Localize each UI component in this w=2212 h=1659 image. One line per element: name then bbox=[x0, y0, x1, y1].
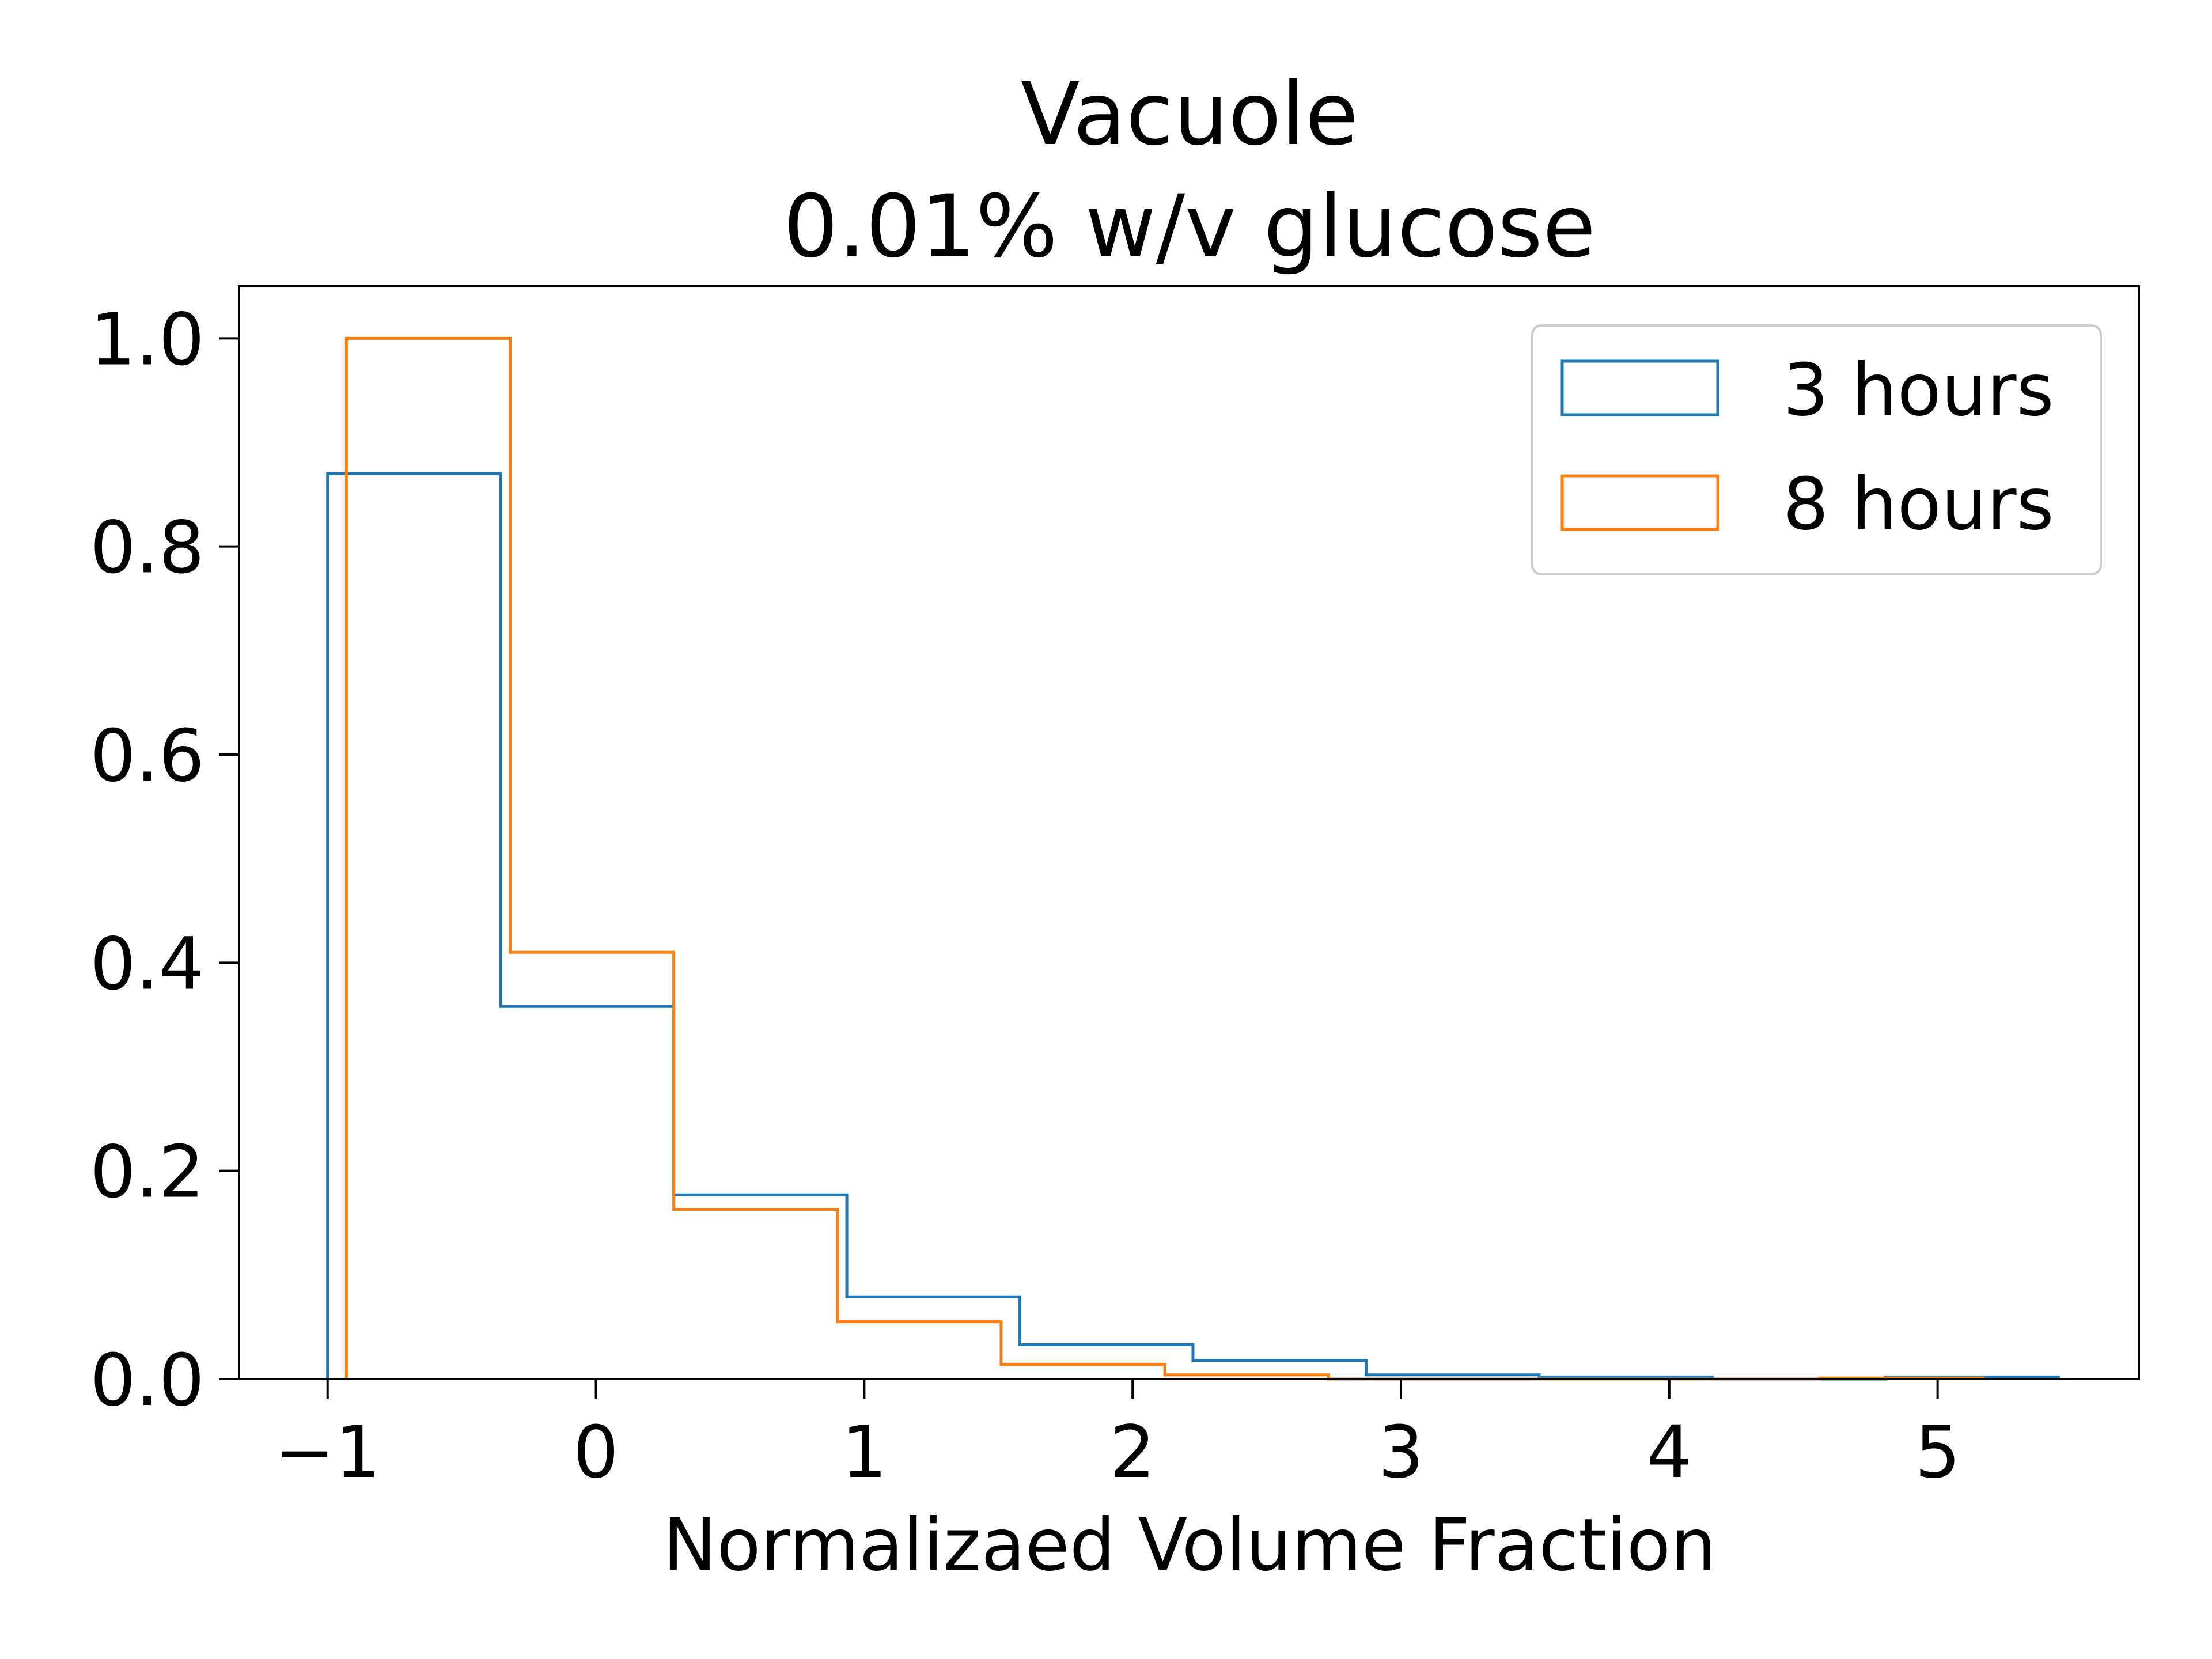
legend-label-8-hours: 8 hours bbox=[1783, 463, 2054, 546]
chart-title: Vacuole 0.01% w/v glucose bbox=[783, 65, 1596, 277]
x-axis: −1 0 1 2 3 4 5 bbox=[275, 1379, 1961, 1494]
legend-swatch-3-hours bbox=[1560, 359, 1719, 416]
x-tick-label: 2 bbox=[1109, 1411, 1156, 1494]
x-axis-label: Normalizaed Volume Fraction bbox=[663, 1503, 1717, 1587]
x-tick-label: 0 bbox=[573, 1411, 619, 1494]
series-3-hours bbox=[326, 472, 2060, 1381]
chart-title-line-2: 0.01% w/v glucose bbox=[783, 177, 1596, 277]
x-tick-label: 1 bbox=[842, 1411, 888, 1494]
legend-frame bbox=[1531, 324, 2102, 575]
y-tick-label: 0.2 bbox=[90, 1131, 204, 1214]
y-axis: 0.0 0.2 0.4 0.6 0.8 1.0 bbox=[90, 298, 239, 1422]
x-tick-label: 4 bbox=[1646, 1411, 1692, 1494]
y-tick-label: 0.6 bbox=[90, 714, 204, 798]
legend-label-3-hours: 3 hours bbox=[1783, 349, 2054, 432]
y-tick-label: 0.8 bbox=[90, 506, 204, 590]
legend-swatch-8-hours bbox=[1560, 474, 1719, 531]
x-tick-label: 5 bbox=[1915, 1411, 1961, 1494]
y-tick-label: 0.0 bbox=[90, 1339, 204, 1422]
x-tick-label: 3 bbox=[1378, 1411, 1424, 1494]
legend: 3 hours 8 hours bbox=[1531, 324, 2102, 575]
plot-area-frame bbox=[238, 285, 2140, 1380]
x-tick-label: −1 bbox=[275, 1411, 381, 1494]
chart-title-line-1: Vacuole bbox=[1021, 65, 1358, 165]
y-tick-label: 1.0 bbox=[90, 298, 204, 381]
histogram-step-3-hours bbox=[326, 472, 2060, 1381]
y-tick-label: 0.4 bbox=[90, 922, 204, 1006]
